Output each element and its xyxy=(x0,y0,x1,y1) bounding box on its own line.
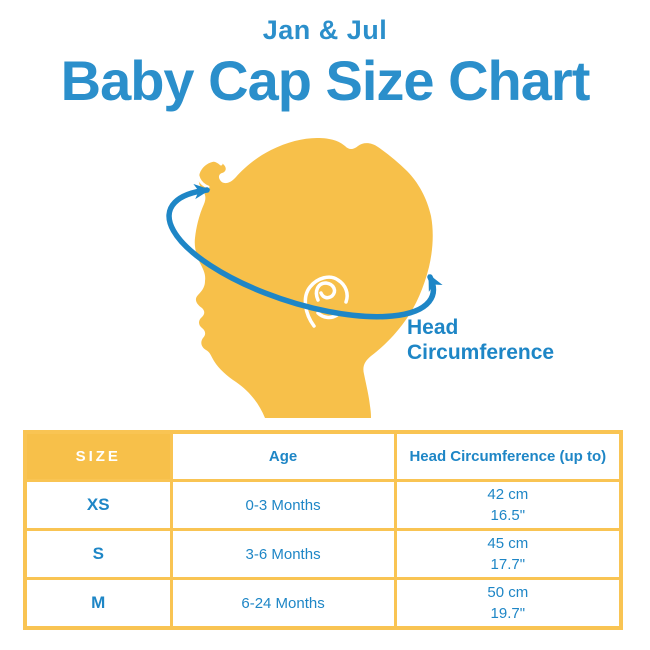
table-row-s: S 3-6 Months 45 cm 17.7" xyxy=(23,528,623,580)
circumference-in: 17.7" xyxy=(490,556,526,573)
circumference-cm: 50 cm xyxy=(487,584,529,601)
page-title: Baby Cap Size Chart xyxy=(60,49,591,112)
age-value: 3-6 Months xyxy=(169,528,397,580)
circumference-value: 45 cm 17.7" xyxy=(393,528,623,580)
age-value: 6-24 Months xyxy=(169,577,397,630)
size-value: M xyxy=(23,577,173,630)
size-value: XS xyxy=(23,479,173,531)
circumference-value: 50 cm 19.7" xyxy=(393,577,623,630)
ear-icon xyxy=(303,275,349,328)
head-circumference-label: Head Circumference xyxy=(407,316,555,364)
circumference-cm: 45 cm xyxy=(487,535,529,552)
circumference-in: 19.7" xyxy=(490,605,526,622)
circumference-in: 16.5" xyxy=(490,507,526,524)
circumference-cm: 42 cm xyxy=(487,486,529,503)
table-row-m: M 6-24 Months 50 cm 19.7" xyxy=(23,577,623,630)
col-header-size: SIZE xyxy=(23,430,173,482)
age-value: 0-3 Months xyxy=(169,479,397,531)
col-header-circumference: Head Circumference (up to) xyxy=(393,430,623,482)
col-header-age: Age xyxy=(169,430,397,482)
size-value: S xyxy=(23,528,173,580)
size-table: SIZE Age Head Circumference (up to) XS 0… xyxy=(23,430,623,630)
circumference-value: 42 cm 16.5" xyxy=(393,479,623,531)
table-header-row: SIZE Age Head Circumference (up to) xyxy=(23,430,623,482)
measuring-tape-arrow-icon xyxy=(166,183,443,320)
brand-title: Jan & Jul xyxy=(262,15,388,45)
baby-head-silhouette xyxy=(194,138,433,418)
table-row-xs: XS 0-3 Months 42 cm 16.5" xyxy=(23,479,623,531)
hair-curl-icon xyxy=(196,158,223,189)
